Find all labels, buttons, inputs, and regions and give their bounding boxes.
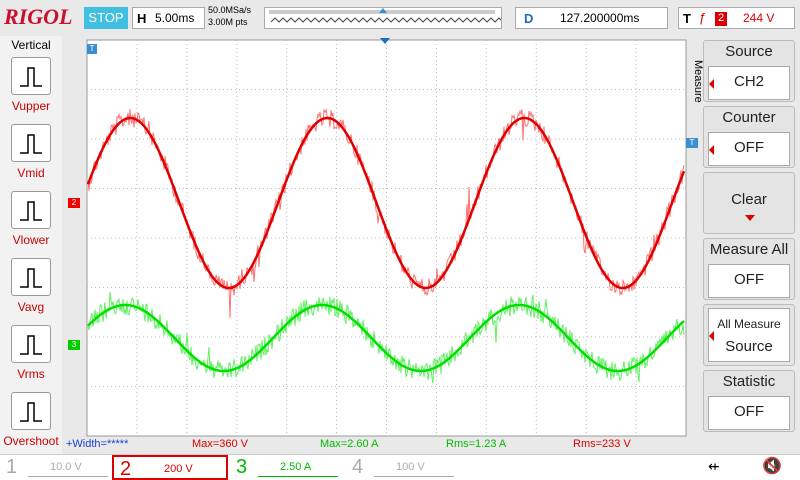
measure-item-label: Vupper [11, 99, 51, 113]
softkey-label: Source [725, 43, 773, 60]
memory-bar [264, 7, 502, 29]
softkey-label: Measure All [709, 241, 789, 258]
measurement: Max=2.60 A [320, 438, 379, 450]
ch3-marker: 3 [68, 340, 80, 350]
icon-graphic [20, 268, 42, 288]
softkey[interactable]: All Measure Source [703, 304, 795, 366]
softkey[interactable]: Clear [703, 172, 795, 234]
softkey-body [708, 308, 790, 362]
arrow [709, 145, 714, 155]
icon-graphic [20, 402, 42, 422]
channel-button[interactable]: 2 200 V [112, 455, 228, 480]
icon-graphic [20, 134, 42, 154]
timebase-label: H [137, 11, 147, 26]
trigger-label: T [683, 11, 691, 26]
timebase: 5.00ms [155, 11, 195, 25]
measure-icon[interactable] [11, 325, 51, 363]
softkey-label: All Measure [717, 317, 781, 331]
trigger-source: 2 [715, 12, 727, 26]
measure-icon[interactable] [11, 124, 51, 162]
brand: RIGOL [4, 4, 73, 29]
measure-icon[interactable] [11, 57, 51, 95]
measure-item-label: Vlower [12, 233, 50, 247]
usb-icon: ⇷ [708, 458, 720, 474]
measure-item-label: Overshoot [3, 434, 59, 448]
left-menu [0, 36, 62, 454]
measure-icon[interactable] [11, 258, 51, 296]
channel-button[interactable]: 4 100 V [346, 455, 462, 480]
softkey[interactable]: Statistic OFF [703, 370, 795, 432]
icon-graphic [20, 335, 42, 355]
measure-icon[interactable] [11, 392, 51, 430]
softkey-label: Statistic [722, 373, 776, 390]
run-state[interactable]: STOP [84, 7, 128, 29]
ch2-marker: 2 [68, 198, 80, 208]
delay-label: D [524, 11, 534, 26]
softkey-value: OFF [708, 264, 790, 298]
trigger-position-arrow [380, 38, 390, 44]
channel-scale: 200 V [142, 460, 218, 479]
ch3-trace [87, 303, 685, 373]
trigger-position-marker: T [87, 44, 97, 54]
waveform-area [86, 38, 687, 437]
arrow [745, 215, 755, 221]
softkey[interactable]: Counter OFF [703, 106, 795, 168]
channel-number: 1 [6, 456, 18, 478]
softkey-value: Source [725, 338, 773, 355]
icon-graphic [20, 201, 42, 221]
sound-icon: 🔇 [762, 458, 782, 475]
softkey-value: OFF [708, 132, 790, 166]
softkey-label: Counter [722, 109, 776, 126]
measure-item-label: Vmid [17, 166, 45, 180]
softkey-value: OFF [708, 396, 790, 430]
channel-bar [0, 454, 800, 480]
arrow [709, 331, 714, 341]
left-menu-title: Vertical [11, 38, 51, 52]
ch3-trace-noise [87, 291, 685, 384]
softkey-value: CH2 [708, 66, 790, 100]
channel-scale: 2.50 A [258, 458, 338, 477]
trigger-level: 244 V [743, 11, 775, 25]
measurement: Rms=233 V [573, 438, 631, 450]
measurement: Rms=1.23 A [446, 438, 507, 450]
channel-scale: 10.0 V [28, 458, 108, 477]
measurement: Max=360 V [192, 438, 248, 450]
trigger-level-marker: T [686, 138, 698, 148]
trigger-box[interactable]: T ƒ 2 244 V [678, 7, 795, 29]
softkey-label: Clear [731, 191, 767, 208]
timebase-box[interactable]: H 5.00ms [132, 7, 205, 29]
softkey[interactable]: Measure All OFF [703, 238, 795, 300]
right-menu-title: Measure [692, 60, 704, 103]
ch2-trace [86, 116, 686, 290]
channel-number: 2 [120, 458, 132, 480]
trigger-edge: ƒ [699, 10, 707, 25]
channel-scale: 100 V [374, 458, 454, 477]
delay-box[interactable]: D 127.200000ms [515, 7, 668, 29]
softkey[interactable]: Source CH2 [703, 40, 795, 102]
channel-button[interactable]: 3 2.50 A [230, 455, 346, 480]
measurement: +Width=***** [66, 438, 129, 450]
measure-item-label: Vrms [17, 367, 45, 381]
memory-wave [269, 8, 501, 23]
sample-rate: 50.0MSa/s [208, 5, 252, 15]
arrow [709, 79, 714, 89]
channel-button[interactable]: 1 10.0 V [0, 455, 116, 480]
channel-number: 3 [236, 456, 248, 478]
measure-icon[interactable] [11, 191, 51, 229]
icon-graphic [20, 67, 42, 87]
delay: 127.200000ms [560, 11, 640, 25]
measure-item-label: Vavg [17, 300, 45, 314]
channel-number: 4 [352, 456, 364, 478]
memory-depth: 3.00M pts [208, 17, 248, 27]
